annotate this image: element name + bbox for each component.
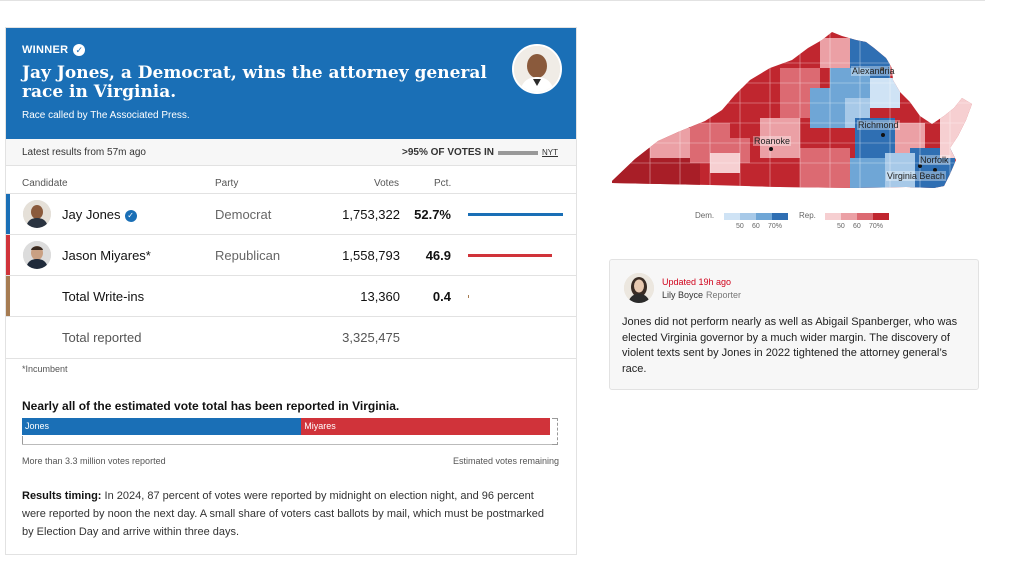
votes-in-text: >95% OF VOTES IN (402, 147, 494, 158)
votes-in-bar (498, 150, 538, 155)
legend-swatch (825, 213, 841, 220)
reported-caption: More than 3.3 million votes reported (22, 456, 166, 466)
legend-tick: 70% (869, 223, 884, 230)
legend-rep-label: Rep. (799, 211, 816, 220)
reporter-update-card: Updated 19h ago Lily Boyce Reporter Jones… (609, 259, 979, 390)
candidate-name: Jay Jones ✓ (62, 207, 137, 222)
progress-axis (22, 444, 552, 445)
results-meta-bar: Latest results from 57m ago >95% OF VOTE… (6, 139, 576, 166)
dem-segment-label: Jones (25, 421, 50, 431)
winner-banner: WINNER ✓ Jay Jones, a Democrat, wins the… (6, 28, 576, 139)
source-link[interactable]: NYT (542, 148, 558, 157)
city-label-alexandria: Alexandria (851, 66, 896, 76)
incumbent-footnote: *Incumbent (22, 364, 68, 374)
city-dot (769, 147, 773, 151)
candidate-pct: 52.7% (414, 207, 451, 222)
results-timing-note: Results timing: In 2024, 87 percent of v… (22, 487, 552, 541)
axis-tick (22, 436, 23, 444)
candidate-row-miyares: Jason Miyares* Republican 1,558,793 46.9 (6, 234, 576, 276)
candidate-row-jones: Jay Jones ✓ Democrat 1,753,322 52.7% (6, 193, 576, 235)
total-row: Total reported 3,325,475 (6, 316, 576, 359)
reporting-headline: Nearly all of the estimated vote total h… (22, 399, 400, 413)
reporter-update-text: Jones did not perform nearly as well as … (622, 316, 958, 375)
party-stripe (6, 235, 10, 276)
city-label-roanoke: Roanoke (753, 136, 792, 146)
reporter-role: Reporter (706, 290, 742, 300)
legend-tick: 60 (752, 223, 760, 230)
candidate-pct: 0.4 (432, 289, 451, 304)
header-pct: Pct. (434, 178, 452, 189)
city-label-virginia-beach: Virginia Beach (886, 171, 946, 181)
legend-swatch (756, 213, 772, 220)
reporter-avatar (624, 273, 654, 303)
legend-swatch (873, 213, 889, 220)
checkmark-icon: ✓ (73, 44, 86, 56)
city-label-richmond: Richmond (857, 120, 900, 130)
candidate-photo (23, 241, 51, 269)
candidate-votes: 13,360 (360, 289, 400, 304)
dem-share-segment: Jones (22, 418, 302, 435)
update-timestamp: Updated 19h ago (662, 277, 732, 287)
total-votes: 3,325,475 (342, 330, 400, 345)
votes-in-indicator: >95% OF VOTES IN NYT (402, 147, 558, 158)
candidate-photo (23, 200, 51, 228)
winner-label: WINNER ✓ (22, 44, 86, 56)
legend-dem-label: Dem. (695, 211, 715, 220)
header-candidate: Candidate (22, 178, 68, 189)
party-stripe (6, 276, 10, 317)
legend-swatch (857, 213, 873, 220)
winner-label-text: WINNER (22, 44, 69, 56)
candidate-pct: 46.9 (425, 248, 451, 263)
legend-tick: 70% (768, 223, 783, 230)
reporter-name[interactable]: Lily Boyce (662, 290, 704, 300)
candidate-votes: 1,558,793 (342, 248, 400, 263)
city-dot (918, 164, 922, 168)
vote-progress-bar: Jones Miyares (22, 418, 552, 435)
legend-rep-scale (825, 213, 889, 220)
candidate-party: Republican (215, 248, 281, 263)
candidate-name: Total Write-ins (62, 289, 145, 304)
rep-segment-label: Miyares (304, 421, 336, 431)
city-dot (881, 133, 885, 137)
winner-avatar (512, 44, 562, 94)
legend-dem-scale (724, 213, 788, 220)
winner-check-icon: ✓ (124, 209, 137, 222)
top-divider (0, 0, 985, 1)
candidate-share-bar (468, 213, 563, 216)
legend-tick: 50 (837, 223, 845, 230)
legend-tick: 50 (736, 223, 744, 230)
legend-tick: 60 (853, 223, 861, 230)
city-label-norfolk: Norfolk (919, 155, 950, 165)
headline: Jay Jones, a Democrat, wins the attorney… (22, 63, 487, 102)
header-votes: Votes (374, 178, 400, 189)
city-dot (933, 168, 937, 172)
party-stripe (6, 194, 10, 235)
candidate-row-write-ins: Total Write-ins 13,360 0.4 (6, 275, 576, 317)
legend-swatch (724, 213, 740, 220)
latest-results-time: Latest results from 57m ago (22, 147, 146, 158)
legend-swatch (740, 213, 756, 220)
total-label: Total reported (62, 330, 142, 345)
race-called-note: Race called by The Associated Press. (22, 110, 190, 121)
candidate-party: Democrat (215, 207, 272, 222)
header-party: Party (215, 178, 239, 189)
legend-swatch (772, 213, 788, 220)
reporter-byline: Lily Boyce Reporter (662, 290, 741, 300)
results-card: WINNER ✓ Jay Jones, a Democrat, wins the… (5, 27, 577, 555)
rep-share-segment: Miyares (301, 418, 550, 435)
legend-swatch (841, 213, 857, 220)
county-results-map[interactable]: Alexandria Richmond Roanoke Norfolk Virg… (610, 28, 980, 196)
candidate-name: Jason Miyares* (62, 248, 151, 263)
timing-text: In 2024, 87 percent of votes were report… (22, 490, 544, 538)
timing-label: Results timing: (22, 490, 102, 502)
candidate-name-text: Jay Jones (62, 207, 121, 222)
remaining-votes-marker (552, 418, 558, 445)
candidate-share-bar (468, 254, 552, 257)
candidate-share-bar (468, 295, 469, 298)
city-dot (880, 67, 884, 71)
remaining-caption: Estimated votes remaining (452, 456, 559, 466)
candidate-votes: 1,753,322 (342, 207, 400, 222)
